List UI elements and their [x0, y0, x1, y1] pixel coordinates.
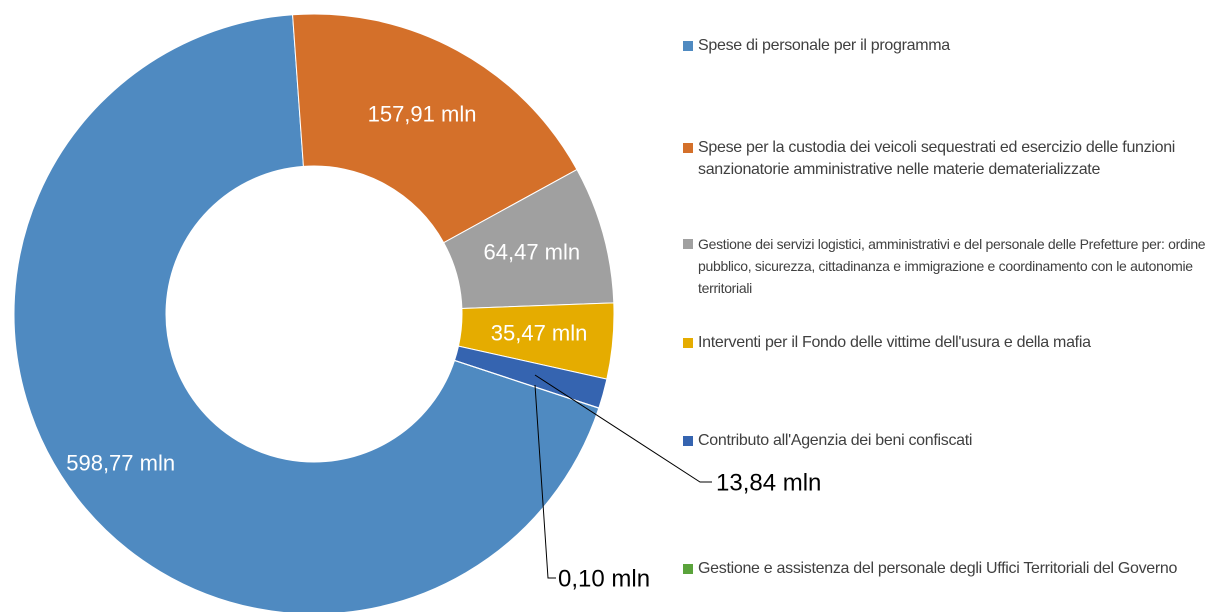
data-label: 157,91 mln [368, 101, 477, 126]
legend-swatch [683, 41, 693, 51]
data-label: 13,84 mln [716, 469, 821, 496]
data-label: 64,47 mln [484, 240, 581, 265]
donut-slice [292, 13, 578, 244]
legend-swatch [683, 143, 693, 153]
donut-slice [13, 14, 600, 612]
legend-swatch [683, 338, 693, 348]
legend-item: Gestione dei servizi logistici, amminist… [683, 233, 1210, 299]
legend-label: Gestione e assistenza del personale degl… [698, 560, 1178, 577]
leader-line [534, 374, 712, 483]
legend-swatch [683, 239, 693, 249]
legend-item: Gestione e assistenza del personale degl… [683, 558, 1210, 580]
legend-item: Interventi per il Fondo delle vittime de… [683, 332, 1210, 354]
legend-item: Spese per la custodia dei veicoli seques… [683, 137, 1210, 181]
data-label: 0,10 mln [558, 565, 650, 592]
leader-line [534, 384, 556, 579]
donut-slice [453, 359, 600, 409]
legend-item: Spese di personale per il programma [683, 35, 1210, 57]
legend-item: Contributo all'Agenzia dei beni confisca… [683, 430, 1210, 452]
legend-swatch [683, 436, 693, 446]
data-label: 35,47 mln [491, 320, 588, 345]
legend-label: Spese di personale per il programma [698, 37, 950, 54]
legend-label: Spese per la custodia dei veicoli seques… [698, 139, 1176, 178]
legend-label: Gestione dei servizi logistici, amminist… [698, 236, 1206, 296]
legend-label: Interventi per il Fondo delle vittime de… [698, 334, 1091, 351]
data-label: 598,77 mln [66, 450, 175, 475]
legend-swatch [683, 564, 693, 574]
legend-label: Contributo all'Agenzia dei beni confisca… [698, 432, 973, 449]
